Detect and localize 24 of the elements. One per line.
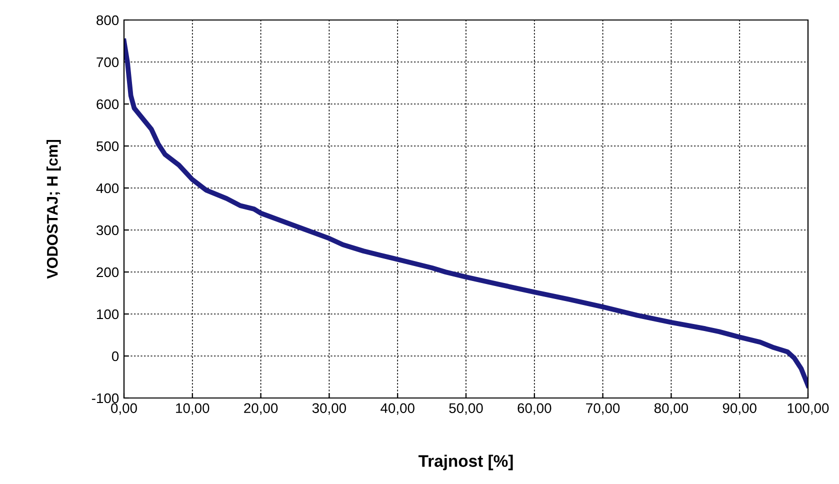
y-axis-title: VODOSTAJ; H [cm]	[46, 140, 61, 279]
line-series	[124, 38, 808, 388]
x-tick-label: 100,00	[788, 403, 829, 415]
x-tick-label: 10,00	[176, 403, 210, 415]
y-tick-label: 300	[96, 225, 119, 236]
y-tick-label: 0	[112, 351, 119, 362]
y-tick-label: 200	[96, 267, 119, 278]
x-tick-label: 20,00	[244, 403, 278, 415]
x-tick-label: 70,00	[586, 403, 620, 415]
y-tick-label: 800	[96, 15, 119, 26]
x-axis-title: Trajnost [%]	[418, 454, 513, 470]
y-tick-label: 100	[97, 309, 119, 320]
x-tick-label: 90,00	[722, 403, 756, 415]
x-tick-label: 50,00	[449, 403, 483, 415]
y-tick-label: 400	[96, 183, 119, 194]
x-tick-label: 30,00	[312, 403, 346, 415]
y-tick-label: 600	[96, 99, 119, 110]
y-tick-label: -100	[92, 393, 119, 404]
x-tick-label: 80,00	[654, 403, 688, 415]
y-tick-label: 700	[96, 57, 119, 68]
x-tick-label: 0,00	[111, 403, 137, 415]
x-tick-label: 40,00	[380, 403, 414, 415]
x-tick-label: 60,00	[518, 403, 552, 415]
y-tick-label: 500	[96, 141, 119, 152]
